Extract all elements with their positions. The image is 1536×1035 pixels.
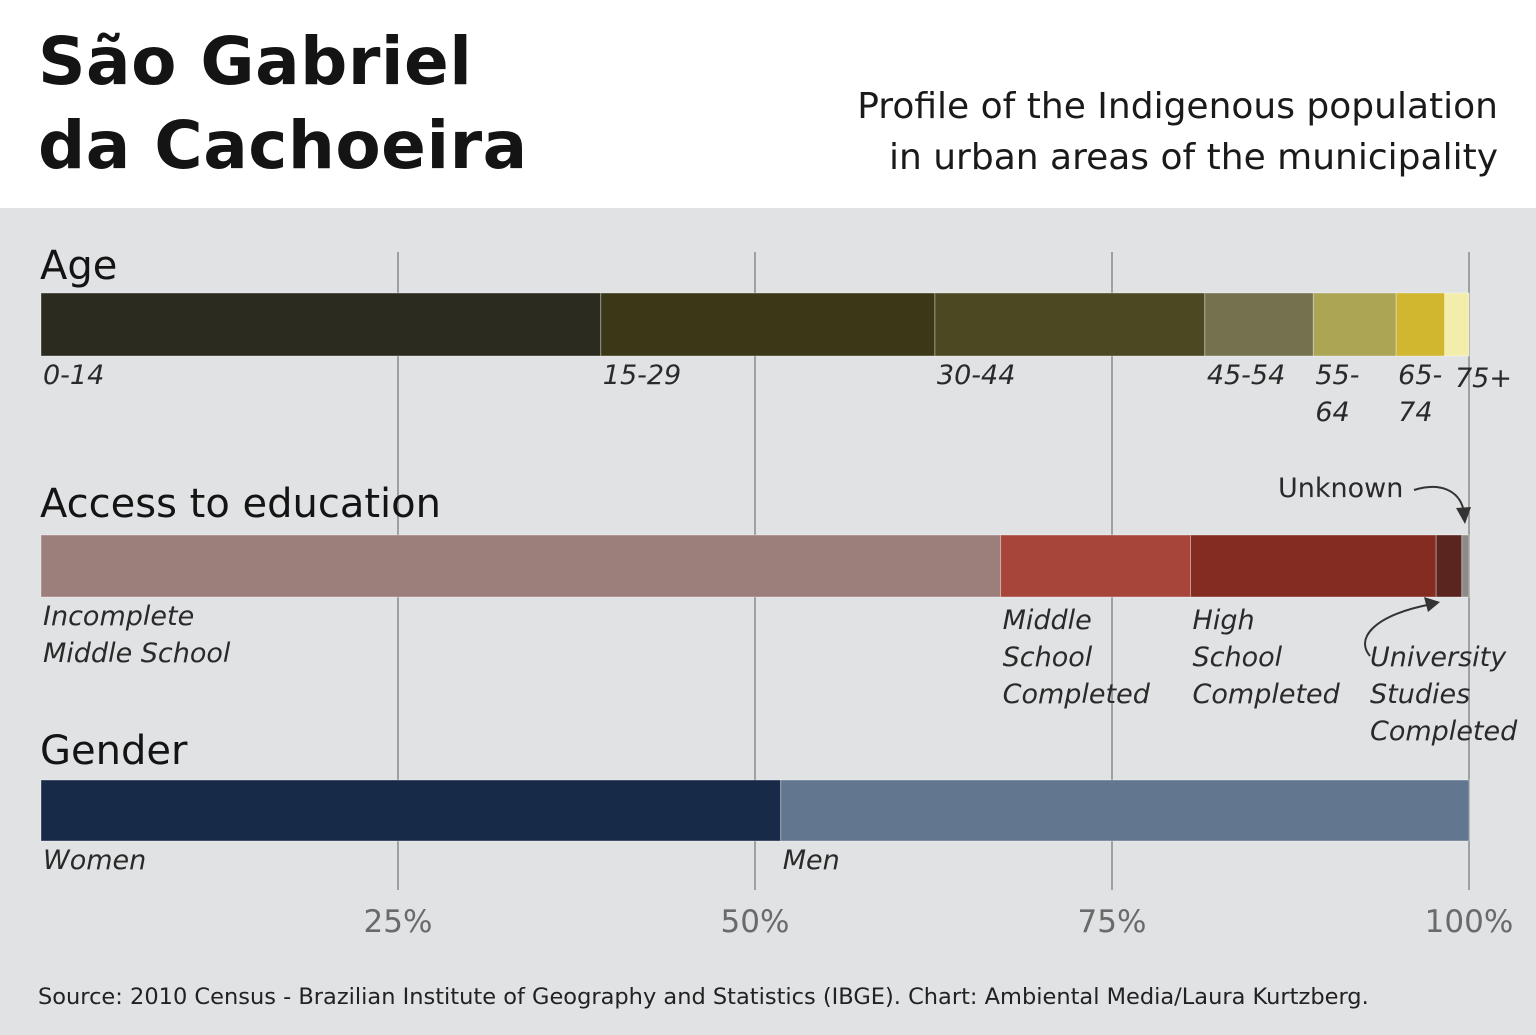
- segment-label-high-school-completed: Completed: [1193, 679, 1341, 710]
- segment-label-65-74: 65-: [1398, 360, 1442, 391]
- bar-segment-middle-school-completed: [1000, 534, 1192, 598]
- segment-label-middle-school-completed: Completed: [1003, 679, 1151, 710]
- segment-label-75: 75+: [1455, 363, 1512, 394]
- segment-label-men: Men: [783, 845, 840, 876]
- segment-label-middle-school-completed: Middle: [1003, 605, 1092, 636]
- bar-segment-65-74: [1395, 292, 1446, 357]
- header: São Gabriel da Cachoeira Profile of the …: [0, 0, 1536, 208]
- segment-label-women: Women: [43, 845, 146, 876]
- segment-label-middle-school-completed: School: [1003, 642, 1093, 673]
- segment-label-university-studies-completed: University: [1370, 642, 1507, 673]
- bar-title-access-to-education: Access to education: [40, 481, 441, 527]
- bar-segment-unknown: [1461, 534, 1470, 598]
- chart-subtitle-line-1: Profile of the Indigenous population: [857, 86, 1498, 127]
- segment-label-45-54: 45-54: [1207, 360, 1285, 391]
- chart-title-line-1: São Gabriel: [38, 23, 473, 100]
- segment-label-0-14: 0-14: [43, 360, 104, 391]
- bar-segment-55-64: [1312, 292, 1397, 357]
- university-arrow-head: [1424, 597, 1440, 612]
- segment-label-55-64: 64: [1315, 397, 1349, 428]
- bar-segment-high-school-completed: [1190, 534, 1437, 598]
- bar-segment-75: [1444, 292, 1470, 357]
- segment-label-15-29: 15-29: [603, 360, 681, 391]
- segment-label-incomplete-middle-school: Incomplete: [43, 601, 194, 632]
- bar-segment-women: [40, 779, 782, 842]
- chart-title-line-2: da Cachoeira: [38, 107, 528, 184]
- university-arrow: [1364, 603, 1433, 657]
- bar-segment-30-44: [934, 292, 1206, 357]
- x-tick-label: 100%: [1425, 904, 1514, 940]
- x-tick-label: 25%: [364, 904, 433, 940]
- x-tick-label: 50%: [721, 904, 790, 940]
- bar-segment-45-54: [1204, 292, 1314, 357]
- chart-subtitle-line-2: in urban areas of the municipality: [888, 137, 1498, 178]
- unknown-arrow: [1413, 486, 1465, 513]
- bar-segment-incomplete-middle-school: [40, 534, 1002, 598]
- unknown-arrow-head: [1456, 507, 1471, 524]
- x-tick-label: 75%: [1078, 904, 1147, 940]
- segment-label-high-school-completed: High: [1193, 605, 1255, 636]
- source-note: Source: 2010 Census - Brazilian Institut…: [38, 984, 1369, 1010]
- bar-title-gender: Gender: [40, 728, 188, 774]
- segment-label-65-74: 74: [1398, 397, 1432, 428]
- bar-segment-0-14: [40, 292, 602, 357]
- segment-label-incomplete-middle-school: Middle School: [43, 638, 231, 669]
- segment-label-high-school-completed: School: [1193, 642, 1283, 673]
- bar-title-age: Age: [40, 243, 117, 289]
- segment-label-university-studies-completed: Completed: [1370, 716, 1518, 747]
- bar-segment-university-studies-completed: [1435, 534, 1463, 598]
- bar-segment-15-29: [600, 292, 936, 357]
- segment-label-unknown: Unknown: [1278, 473, 1403, 504]
- segment-label-55-64: 55-: [1315, 360, 1359, 391]
- bar-segment-men: [780, 779, 1470, 842]
- segment-label-30-44: 30-44: [937, 360, 1015, 391]
- segment-label-university-studies-completed: Studies: [1370, 679, 1470, 710]
